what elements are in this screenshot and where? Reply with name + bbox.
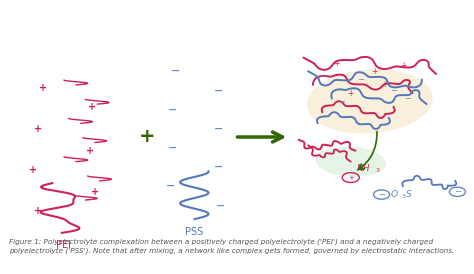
Text: 3: 3 — [376, 168, 380, 173]
Text: +: + — [38, 83, 47, 93]
Text: −: − — [319, 72, 326, 81]
Text: O: O — [391, 190, 398, 199]
Text: −: − — [357, 75, 364, 84]
Text: −: − — [213, 124, 223, 134]
Text: −: − — [168, 143, 178, 153]
Text: PSS: PSS — [185, 227, 203, 237]
Text: +: + — [400, 61, 406, 70]
Text: −: − — [166, 181, 175, 191]
Text: +: + — [29, 165, 37, 175]
Ellipse shape — [316, 146, 386, 177]
Text: +: + — [139, 127, 155, 147]
Text: +: + — [347, 89, 354, 98]
Text: Figure 1: Polyelectrolyte complexation between a positively charged polyelectrol: Figure 1: Polyelectrolyte complexation b… — [9, 238, 455, 254]
Text: −: − — [213, 162, 223, 172]
Text: PEI: PEI — [56, 240, 72, 250]
Text: NH: NH — [356, 164, 370, 173]
Text: +: + — [381, 81, 387, 89]
Text: +: + — [348, 175, 354, 181]
Text: −: − — [171, 66, 180, 76]
Text: +: + — [371, 67, 378, 76]
Text: −: − — [213, 85, 223, 95]
Text: −: − — [454, 187, 461, 196]
Text: 3: 3 — [401, 194, 405, 199]
Text: S: S — [406, 190, 412, 199]
Text: −: − — [168, 105, 178, 115]
Text: −: − — [338, 97, 345, 106]
Text: +: + — [34, 124, 42, 134]
Text: −: − — [404, 94, 411, 103]
Text: +: + — [88, 102, 97, 112]
Text: −: − — [216, 201, 225, 210]
Text: +: + — [333, 59, 340, 67]
Ellipse shape — [307, 69, 433, 134]
Text: −: − — [378, 190, 385, 199]
Text: +: + — [86, 146, 94, 156]
Text: +: + — [91, 187, 99, 197]
Text: +: + — [34, 206, 42, 216]
Text: −: − — [390, 86, 397, 95]
